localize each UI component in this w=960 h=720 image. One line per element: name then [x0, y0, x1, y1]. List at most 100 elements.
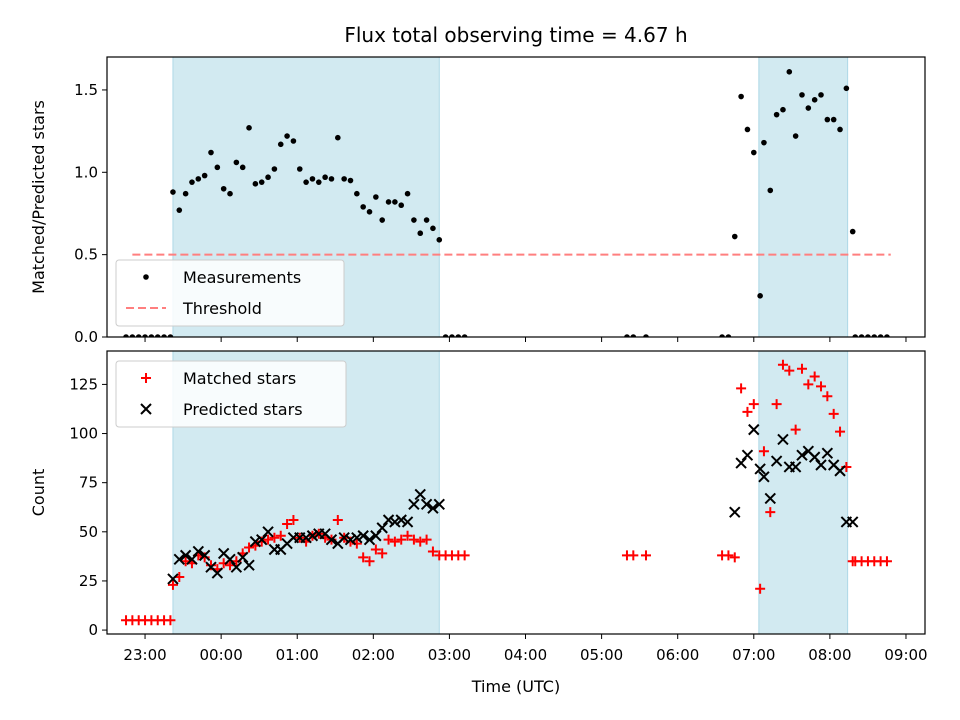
data-point [815, 459, 827, 471]
data-point [154, 334, 161, 337]
data-point [442, 334, 449, 337]
x-tick-label: 07:00 [732, 646, 775, 664]
data-point [402, 530, 413, 541]
data-point [383, 534, 394, 545]
y-tick-label: 25 [79, 572, 98, 590]
data-point [748, 423, 760, 436]
data-point [256, 533, 268, 546]
data-point [220, 185, 227, 192]
data-point [421, 534, 432, 545]
data-point [357, 530, 369, 542]
data-point [843, 85, 850, 92]
data-point [427, 502, 439, 514]
legend: Matched stars Predicted stars [115, 360, 347, 428]
legend-box [115, 360, 347, 428]
y-tick-label: 100 [69, 425, 98, 443]
x-tick-label: 01:00 [276, 646, 319, 664]
data-point [816, 381, 827, 392]
x-axis-label: Time (UTC) [471, 677, 560, 696]
data-point [224, 553, 236, 566]
x-tick-label: 00:00 [200, 646, 243, 664]
legend-swatch [140, 403, 152, 415]
data-point [189, 179, 195, 185]
data-point [376, 522, 388, 534]
data-point [195, 176, 202, 182]
data-point [182, 190, 189, 197]
y-tick-label: 1.0 [74, 163, 98, 181]
data-point [723, 550, 734, 561]
data-point [341, 176, 347, 182]
y-tick-label: 50 [79, 523, 98, 541]
y-tick-label: 1.5 [74, 81, 98, 99]
data-point [738, 93, 744, 100]
data-point [244, 542, 255, 553]
data-point [758, 471, 770, 483]
data-point [461, 334, 468, 337]
data-point [834, 465, 846, 477]
data-point [884, 334, 890, 337]
data-point [796, 449, 808, 461]
legend-swatch [141, 373, 151, 383]
data-point [135, 334, 142, 337]
data-point [821, 447, 834, 459]
data-point [818, 92, 824, 98]
data-point [214, 164, 221, 171]
data-point [176, 207, 183, 213]
data-point [401, 516, 414, 528]
data-point [736, 383, 747, 394]
data-point [398, 202, 405, 209]
data-point [455, 334, 462, 337]
data-point [366, 209, 373, 215]
data-point [871, 334, 878, 337]
y-axis-label: Matched/Predicted stars [29, 100, 48, 294]
data-point [309, 176, 316, 182]
data-point [208, 149, 214, 156]
data-point [395, 514, 407, 526]
data-point [731, 233, 738, 240]
data-point [640, 550, 651, 561]
data-point [630, 334, 637, 337]
data-point [725, 334, 732, 337]
data-point [360, 204, 366, 210]
x-tick-label: 04:00 [504, 646, 547, 664]
data-point [773, 111, 780, 118]
data-point [735, 457, 747, 469]
data-point [799, 92, 805, 98]
data-point [236, 551, 249, 564]
data-point [165, 615, 176, 626]
data-point [275, 530, 286, 541]
data-point [436, 237, 443, 243]
data-point [129, 334, 136, 337]
data-point [423, 217, 430, 223]
data-point [379, 217, 386, 223]
data-point [770, 455, 783, 467]
data-point [179, 549, 192, 562]
x-tick-label: 08:00 [808, 646, 851, 664]
data-point [415, 536, 426, 547]
data-point [192, 545, 205, 558]
data-point [881, 556, 892, 567]
y-tick-label: 75 [79, 474, 98, 492]
data-point [849, 228, 856, 235]
data-point [370, 544, 381, 555]
data-point [417, 230, 424, 237]
data-point [408, 498, 420, 510]
data-point [198, 549, 211, 562]
data-point [414, 488, 426, 501]
data-point [754, 463, 766, 475]
data-point [173, 553, 185, 566]
data-point [389, 536, 400, 547]
y-tick-label: 0 [88, 621, 98, 639]
axes-frame [106, 350, 926, 635]
data-point [764, 492, 776, 505]
data-point [252, 181, 259, 187]
data-point [167, 334, 174, 337]
legend-label: Threshold [182, 299, 262, 318]
data-point [427, 546, 438, 557]
data-point [408, 534, 419, 545]
data-point [771, 399, 782, 410]
data-point [265, 174, 271, 181]
data-point [877, 334, 884, 337]
data-point [377, 548, 388, 559]
data-point [805, 105, 812, 111]
